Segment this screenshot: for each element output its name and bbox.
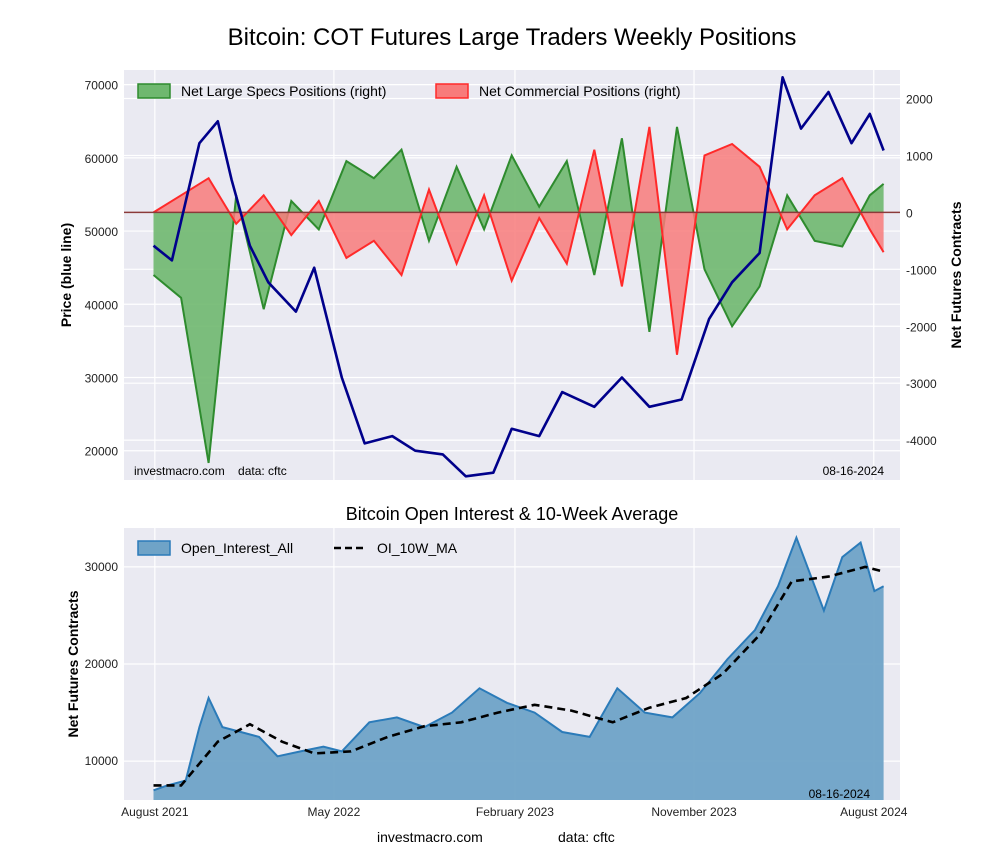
date-tick-label: May 2022	[308, 805, 361, 819]
legend-specs-label: Net Large Specs Positions (right)	[181, 83, 386, 99]
top-source-annotation: investmacro.com data: cftc	[134, 464, 287, 478]
date-axis-ticks: August 2021 May 2022 February 2023 November…	[121, 805, 908, 819]
date-tick-label: August 2024	[840, 805, 908, 819]
legend-ma-label: OI_10W_MA	[377, 540, 458, 556]
specs-area-group	[152, 126, 885, 464]
main-title: Bitcoin: COT Futures Large Traders Weekl…	[228, 24, 797, 51]
price-tick-label: 50000	[85, 225, 119, 239]
footer-data: data: cftc	[558, 829, 615, 845]
net-tick-label: 0	[906, 206, 913, 220]
price-line	[152, 76, 885, 478]
oi-panel-title: Bitcoin Open Interest & 10-Week Average	[346, 504, 679, 524]
price-panel-legend: Net Large Specs Positions (right) Net Co…	[137, 83, 681, 99]
oi-area	[153, 537, 884, 800]
specs-line	[152, 126, 885, 464]
top-date-annotation: 08-16-2024	[823, 464, 885, 478]
oi-tick-label: 10000	[85, 754, 119, 768]
price-line-group	[152, 76, 885, 478]
ma-line-group	[153, 565, 884, 787]
net-tick-label: -4000	[906, 434, 937, 448]
oi-line	[153, 534, 885, 792]
legend-oi-swatch	[137, 540, 171, 556]
price-tick-label: 30000	[85, 372, 119, 386]
legend-commercial-swatch	[435, 83, 469, 99]
net-tick-label: -1000	[906, 263, 937, 277]
net-axis-label: Net Futures Contracts	[948, 201, 964, 348]
price-tick-label: 40000	[85, 298, 119, 312]
legend-oi-label: Open_Interest_All	[181, 540, 293, 556]
net-tick-label: 1000	[906, 149, 933, 163]
price-axis-label: Price (blue line)	[58, 223, 74, 327]
price-tick-label: 20000	[85, 445, 119, 459]
price-tick-label: 60000	[85, 152, 119, 166]
oi-tick-label: 20000	[85, 657, 119, 671]
commercial-area-group	[152, 126, 885, 355]
legend-specs-swatch	[137, 83, 171, 99]
specs-area	[153, 126, 884, 463]
ma-line	[153, 565, 884, 787]
net-axis-ticks: 2000 1000 0 -1000 -2000 -3000 -4000	[906, 92, 937, 448]
oi-axis-ticks: 10000 20000 30000	[85, 560, 119, 768]
net-tick-label: 2000	[906, 92, 933, 106]
footer-site: investmacro.com	[377, 829, 483, 845]
net-tick-label: -3000	[906, 377, 937, 391]
net-tick-label: -2000	[906, 320, 937, 334]
oi-panel-legend: Open_Interest_All OI_10W_MA	[137, 540, 458, 556]
oi-tick-label: 30000	[85, 560, 119, 574]
legend-commercial-label: Net Commercial Positions (right)	[479, 83, 681, 99]
oi-area-group	[153, 534, 885, 800]
date-tick-label: August 2021	[121, 805, 189, 819]
oi-axis-label: Net Futures Contracts	[65, 590, 81, 737]
commercial-line	[152, 126, 885, 355]
price-tick-label: 70000	[85, 79, 119, 93]
date-tick-label: February 2023	[476, 805, 554, 819]
bottom-date-annotation: 08-16-2024	[809, 787, 871, 801]
date-tick-label: November 2023	[651, 805, 737, 819]
price-axis-ticks: 20000 30000 40000 50000 60000 70000	[85, 79, 119, 459]
